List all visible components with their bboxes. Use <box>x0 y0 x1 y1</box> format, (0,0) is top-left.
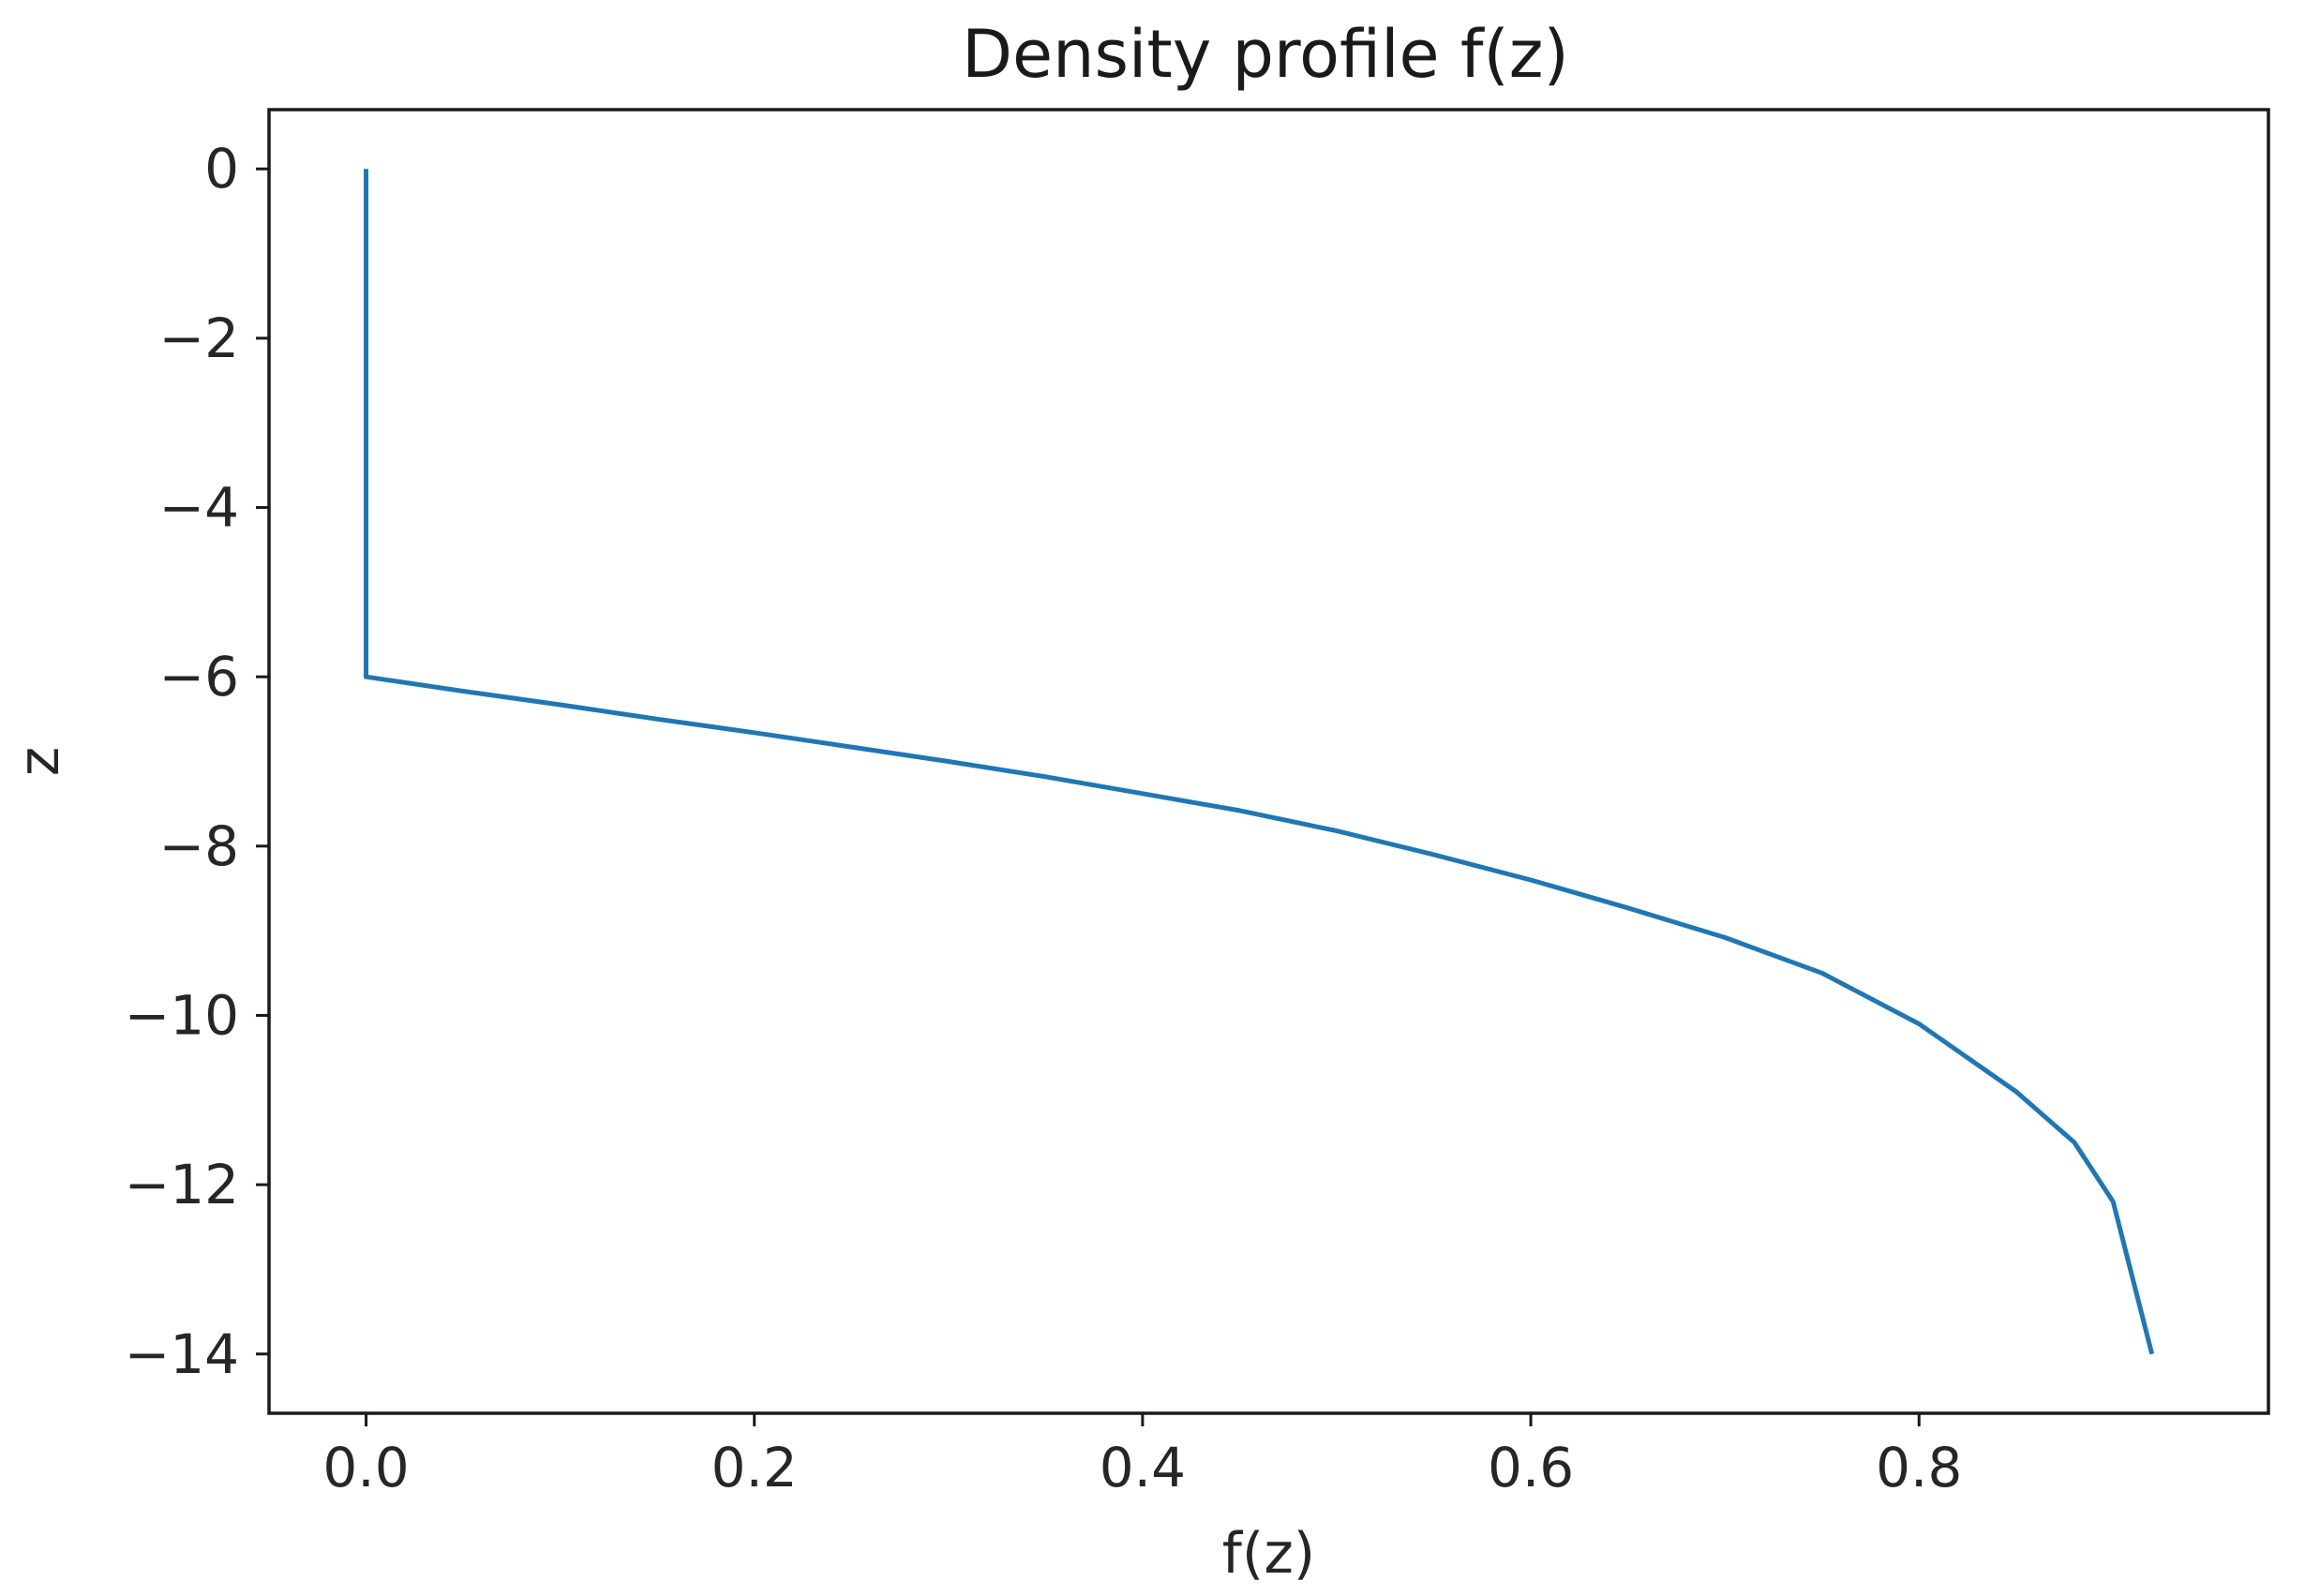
x-tick-label: 0.0 <box>322 1436 409 1499</box>
density-line <box>364 169 2155 1355</box>
x-tick-label: 0.8 <box>1876 1436 1962 1499</box>
y-tick-label: −14 <box>125 1322 239 1386</box>
y-tick-label: −6 <box>159 645 240 709</box>
plot-frame <box>267 108 2270 1415</box>
x-tick-label: 0.6 <box>1488 1436 1574 1499</box>
y-tick-label: −10 <box>125 983 239 1047</box>
y-axis-label: z <box>7 747 72 777</box>
y-tick-label: 0 <box>204 137 239 201</box>
y-tick-label: −8 <box>159 814 240 878</box>
y-axis: 0 −2 −4 −6 −8 −10 −12 −14 <box>125 137 269 1386</box>
y-tick-label: −12 <box>125 1153 239 1216</box>
x-axis: 0.0 0.2 0.4 0.6 0.8 <box>322 1413 1962 1499</box>
y-tick-label: −4 <box>159 476 240 540</box>
x-tick-label: 0.4 <box>1100 1436 1186 1499</box>
x-axis-label: f(z) <box>1222 1521 1315 1587</box>
y-tick-label: −2 <box>159 306 240 370</box>
x-tick-label: 0.2 <box>711 1436 798 1499</box>
chart-title: Density profile f(z) <box>962 16 1569 93</box>
